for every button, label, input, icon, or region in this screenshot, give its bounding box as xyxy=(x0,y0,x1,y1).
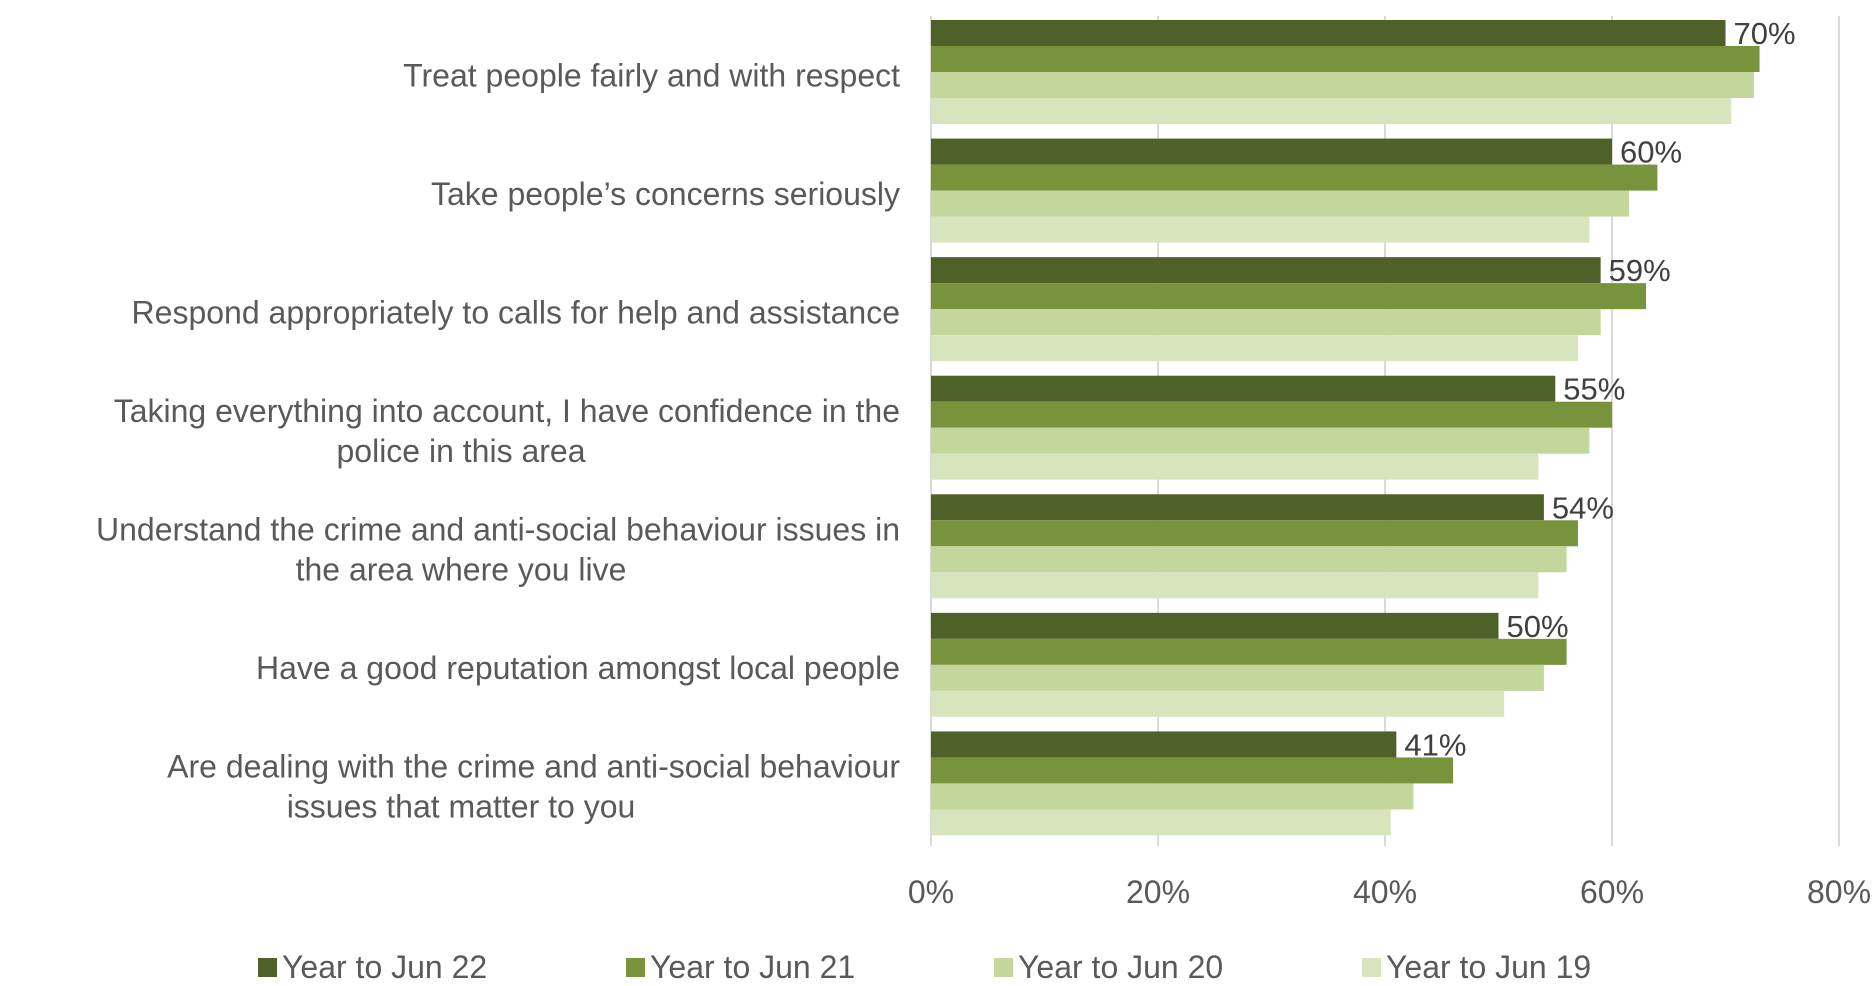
category-label-line: issues that matter to you xyxy=(287,789,636,825)
bar xyxy=(931,72,1754,98)
legend-item[interactable]: Year to Jun 22 xyxy=(258,949,487,985)
bar xyxy=(931,335,1578,362)
category-label-line: the area where you live xyxy=(296,552,627,588)
bars xyxy=(931,20,1760,836)
bar xyxy=(931,453,1539,480)
legend-label: Year to Jun 20 xyxy=(1018,949,1223,985)
category-label-line: Respond appropriately to calls for help … xyxy=(132,294,900,330)
bar xyxy=(931,690,1505,717)
data-label: 59% xyxy=(1609,253,1671,288)
bar xyxy=(931,98,1732,124)
x-axis-ticks: 0% 20% 40% 60% 80% xyxy=(908,874,1871,910)
bar xyxy=(931,20,1726,46)
bar xyxy=(931,190,1630,217)
category-label: Treat people fairly and with respect xyxy=(403,57,900,93)
legend-item[interactable]: Year to Jun 20 xyxy=(994,949,1223,985)
legend-label: Year to Jun 22 xyxy=(282,949,487,985)
bar xyxy=(931,520,1578,547)
category-label: Respond appropriately to calls for help … xyxy=(132,294,900,330)
bar xyxy=(931,612,1499,639)
category-label-line: Taking everything into account, I have c… xyxy=(114,393,900,429)
category-label-line: Are dealing with the crime and anti-soci… xyxy=(167,749,900,785)
category-label-line: Understand the crime and anti-social beh… xyxy=(96,512,900,548)
x-tick-label: 20% xyxy=(1126,874,1190,910)
category-label-line: Have a good reputation amongst local peo… xyxy=(256,650,900,686)
category-labels: Treat people fairly and with respect Take… xyxy=(96,57,900,824)
category-label: Understand the crime and anti-social beh… xyxy=(96,512,900,588)
data-label: 55% xyxy=(1563,372,1625,407)
legend-swatch xyxy=(258,958,277,977)
category-label-line: Take people’s concerns seriously xyxy=(431,176,900,212)
bar xyxy=(931,427,1590,454)
data-label: 41% xyxy=(1404,727,1466,762)
bar xyxy=(931,809,1391,836)
category-label: Taking everything into account, I have c… xyxy=(114,393,900,469)
bar xyxy=(931,257,1601,284)
bar xyxy=(931,164,1658,191)
legend-swatch xyxy=(1362,958,1381,977)
bar xyxy=(931,572,1539,599)
legend-item[interactable]: Year to Jun 19 xyxy=(1362,949,1591,985)
data-label: 54% xyxy=(1552,490,1614,525)
legend-swatch xyxy=(626,958,645,977)
category-label: Take people’s concerns seriously xyxy=(431,176,900,212)
bar xyxy=(931,664,1544,691)
x-tick-label: 60% xyxy=(1580,874,1644,910)
data-labels: 70% 60% 59% 55% 54% 50% 41% xyxy=(1404,16,1795,762)
legend-label: Year to Jun 21 xyxy=(650,949,855,985)
legend-item[interactable]: Year to Jun 21 xyxy=(626,949,855,985)
legend-label: Year to Jun 19 xyxy=(1386,949,1591,985)
bar xyxy=(931,216,1590,243)
bar xyxy=(931,638,1567,665)
x-tick-label: 0% xyxy=(908,874,954,910)
bar xyxy=(931,46,1760,72)
data-label: 60% xyxy=(1620,135,1682,170)
bar xyxy=(931,309,1601,336)
bar xyxy=(931,401,1612,428)
bar xyxy=(931,731,1397,758)
category-label-line: police in this area xyxy=(336,433,585,469)
category-label-line: Treat people fairly and with respect xyxy=(403,57,900,93)
bar xyxy=(931,138,1612,165)
bar xyxy=(931,546,1567,573)
legend[interactable]: Year to Jun 22 Year to Jun 21 Year to Jun … xyxy=(258,949,1591,985)
bar xyxy=(931,757,1454,784)
bar xyxy=(931,783,1414,810)
legend-swatch xyxy=(994,958,1013,977)
data-label: 70% xyxy=(1734,16,1796,51)
bar xyxy=(931,494,1544,521)
category-label: Have a good reputation amongst local peo… xyxy=(256,650,900,686)
bar xyxy=(931,283,1647,310)
x-tick-label: 80% xyxy=(1807,874,1871,910)
x-tick-label: 40% xyxy=(1353,874,1417,910)
data-label: 50% xyxy=(1507,609,1569,644)
category-label: Are dealing with the crime and anti-soci… xyxy=(167,749,900,825)
bar xyxy=(931,375,1556,402)
